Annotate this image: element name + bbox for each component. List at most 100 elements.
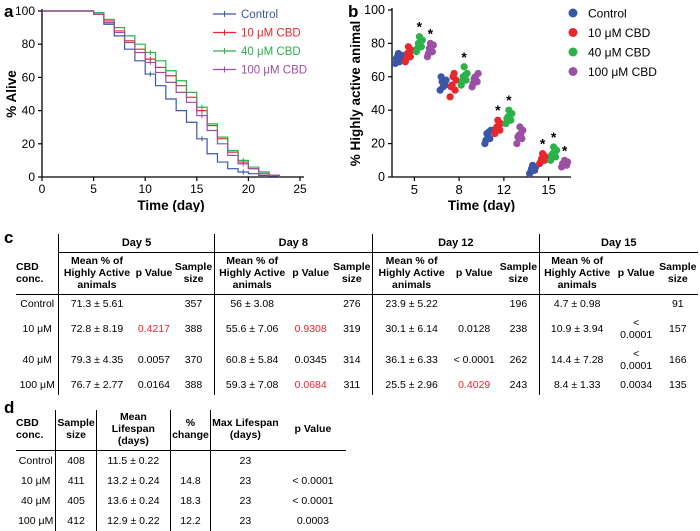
x-tick-label: 10 [139, 182, 153, 196]
sample-size-cell: 357 [184, 298, 203, 310]
sample-size-cell: 238 [509, 323, 528, 335]
legend-label-1: 10 μM CBD [588, 26, 651, 40]
p-value-cell [615, 295, 658, 315]
data-point-0-2 [485, 128, 493, 136]
table-cell: 405 [55, 491, 97, 511]
p-value-cell: 0.4217 [137, 323, 171, 335]
column-header: Sample size [331, 252, 373, 295]
legend-label-3: 100 μM CBD [588, 65, 657, 79]
data-point-1-0 [405, 51, 413, 59]
table-cell: 18.3 [169, 491, 211, 511]
table-cell: 12.2 [169, 511, 211, 531]
mean-cell: 76.7 ± 2.77 [58, 376, 135, 395]
p-value-cell: 0.0164 [137, 379, 171, 391]
column-header: % change [169, 410, 211, 451]
legend-marker-2 [568, 47, 578, 57]
x-tick-label: 0 [39, 182, 46, 196]
row-label: 10 μM [20, 475, 51, 487]
table-row: 10 μM 72.8 ± 8.19 0.4217 388 55.6 ± 7.06 0.93… [16, 314, 698, 345]
x-tick-label: 5 [90, 182, 97, 196]
column-header: p Value [289, 252, 332, 295]
table-row: 10 μM 411 13.2 ± 0.24 14.8 23 < 0.0001 [16, 471, 346, 491]
data-point-2-1 [461, 71, 469, 79]
table-cell: < 0.0001 [292, 495, 334, 507]
survival-curve-3 [42, 10, 280, 177]
day-header: Day 8 [213, 234, 373, 253]
day-header: Day 15 [538, 234, 698, 253]
table-cell: 23 [209, 511, 280, 531]
day-header: Day 12 [372, 234, 540, 253]
data-point-3-1 [472, 76, 480, 84]
x-axis-title: Time (day) [448, 198, 515, 212]
mean-cell: 71.3 ± 5.61 [58, 294, 135, 314]
sample-size-cell: 135 [669, 379, 687, 391]
y-tick-label: 20 [371, 137, 385, 151]
panel-label-b: b [348, 2, 359, 21]
activity-chart: 0 20 40 60 80 100 5 8 12 15 Time (day) % Highly act… [348, 3, 657, 212]
sample-size-cell: 166 [669, 354, 687, 366]
x-tick-label: 15 [541, 182, 555, 197]
column-header: Mean % of Highly Active animals [58, 252, 135, 295]
p-value-cell: < 0.0001 [453, 354, 495, 366]
table-cell: < 0.0001 [292, 475, 334, 487]
table-corner [16, 234, 59, 253]
data-point-2-0 [416, 41, 424, 49]
legend-label-1: 10 μM CBD [241, 28, 301, 40]
day-header: Day 5 [58, 234, 215, 253]
table-cell: 411 [55, 471, 97, 491]
column-header: Sample size [657, 252, 698, 295]
table-cell: 412 [55, 511, 97, 531]
data-point-2-0 [415, 33, 423, 41]
significance-star: * [417, 19, 423, 35]
data-point-3-2 [513, 140, 521, 148]
x-axis-title: Time (day) [137, 198, 204, 212]
row-label: 40 μM [20, 495, 51, 507]
sample-size-cell: 388 [184, 379, 203, 391]
x-tick-label: 8 [456, 182, 463, 197]
table-cell [280, 451, 346, 472]
column-header: Sample size [498, 252, 540, 295]
table-cell: 408 [55, 450, 97, 471]
data-point-2-3 [551, 148, 559, 156]
table-header-row: CBD conc. Sample size Mean Lifespan (days)… [16, 410, 346, 451]
p-value-cell: 0.9308 [294, 323, 327, 335]
row-label: Control [18, 455, 53, 467]
table-header-row: Day 5 Day 8 Day 12 Day 15 [16, 234, 698, 253]
mean-cell: 60.8 ± 5.84 [213, 345, 290, 376]
column-header: p Value [279, 410, 346, 451]
column-header: CBD conc. [16, 410, 56, 451]
data-point-0-2 [482, 136, 490, 144]
column-header: p Value [614, 252, 658, 295]
y-tick-label: 80 [371, 36, 385, 50]
column-header: Mean % of Highly Active animals [372, 252, 451, 295]
panel-label-d: d [4, 398, 15, 417]
significance-star: * [562, 142, 568, 158]
y-tick-label: 60 [22, 70, 36, 84]
column-header: Sample size [173, 252, 215, 295]
table-row: Control 71.3 ± 5.61 357 56 ± 3.08 276 23.9 ± … [16, 294, 698, 315]
sample-size-cell: 319 [343, 323, 361, 335]
significance-star: * [461, 49, 467, 65]
data-point-3-2 [516, 123, 524, 131]
data-point-1-3 [540, 151, 548, 159]
table-cell [169, 450, 211, 471]
table-cell: 23 [209, 450, 280, 471]
p-value-cell: 0.0684 [294, 379, 327, 391]
table-cell: 23 [209, 471, 280, 491]
p-value-cell [290, 295, 332, 315]
y-tick-label: 40 [22, 104, 36, 118]
table-cell: 0.0003 [296, 515, 329, 527]
row-label: 10 μM [22, 323, 52, 335]
p-value-cell: < 0.0001 [620, 348, 653, 372]
x-tick-label: 5 [411, 182, 418, 197]
table-cell: 14.8 [169, 471, 211, 491]
legend-label-2: 40 μM CBD [241, 46, 301, 58]
mean-cell: 10.9 ± 3.94 [538, 314, 615, 345]
x-tick-label: 25 [293, 182, 307, 196]
data-point-2-2 [506, 111, 514, 119]
data-point-1-1 [450, 69, 458, 78]
table-cell: 11.5 ± 0.22 [95, 450, 171, 471]
mean-cell: 36.1 ± 6.33 [372, 345, 451, 376]
p-value-cell: 0.0034 [620, 379, 653, 391]
data-point-1-3 [537, 158, 545, 166]
